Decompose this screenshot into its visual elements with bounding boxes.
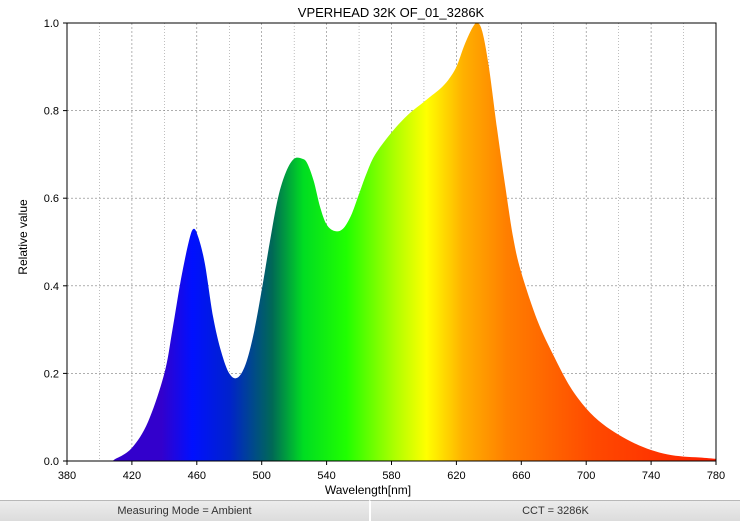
spectrum-chart: VPERHEAD 32K OF_01_3286K 380 420 460 500 540…: [16, 5, 725, 497]
x-tick-label: 620: [447, 470, 465, 482]
status-bar: Measuring Mode = Ambient CCT = 3286K: [0, 500, 740, 521]
y-axis-title: Relative value: [16, 199, 30, 275]
x-axis-title: Wavelength[nm]: [325, 483, 411, 497]
x-tick-label: 700: [577, 470, 595, 482]
y-tick-label: 0.4: [44, 281, 59, 293]
x-tick-label: 380: [58, 470, 76, 482]
spectrum-area: [67, 23, 716, 461]
x-tick-label: 660: [512, 470, 530, 482]
axis-ticks: 380 420 460 500 540 580 620 660 700 740 780 0.0 0.2 0…: [44, 18, 725, 482]
cct-label: CCT = 3286K: [369, 500, 740, 521]
x-tick-label: 740: [642, 470, 660, 482]
x-tick-label: 500: [253, 470, 271, 482]
chart-title: VPERHEAD 32K OF_01_3286K: [298, 5, 485, 20]
measuring-mode-label: Measuring Mode = Ambient: [0, 500, 369, 521]
y-tick-label: 0.0: [44, 456, 59, 468]
x-tick-label: 540: [317, 470, 335, 482]
x-tick-label: 780: [707, 470, 725, 482]
x-tick-label: 460: [188, 470, 206, 482]
y-tick-label: 0.6: [44, 193, 59, 205]
y-tick-label: 0.8: [44, 106, 59, 118]
y-tick-label: 1.0: [44, 18, 59, 30]
y-tick-label: 0.2: [44, 368, 59, 380]
x-tick-label: 580: [382, 470, 400, 482]
x-tick-label: 420: [123, 470, 141, 482]
